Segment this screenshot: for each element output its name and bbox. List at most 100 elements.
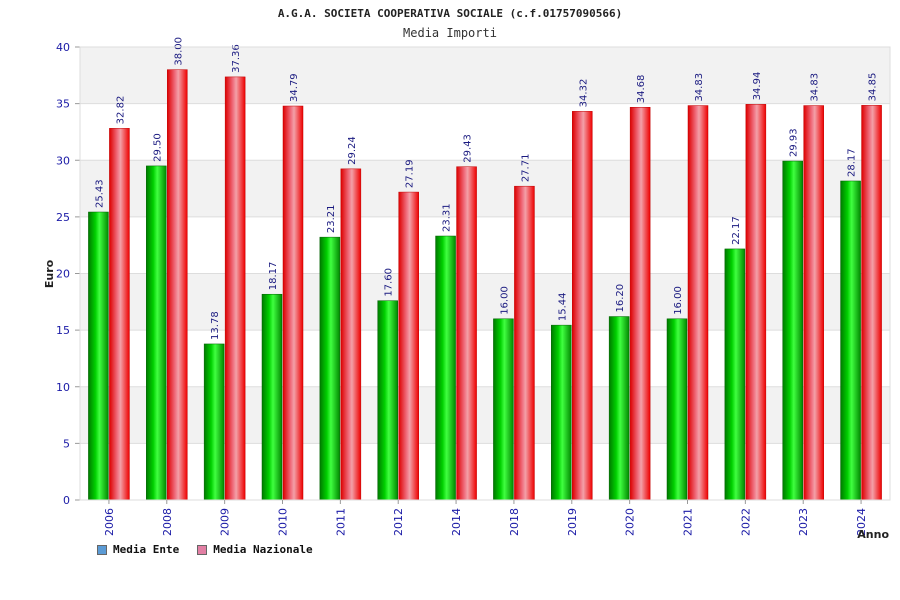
value-label-ente: 15.44 <box>557 293 568 322</box>
value-label-ente: 29.93 <box>789 128 800 157</box>
bar-media-nazionale <box>398 191 419 501</box>
plot-band <box>80 216 890 274</box>
plot-band <box>80 273 890 331</box>
value-label-ente: 25.43 <box>94 179 105 208</box>
value-label-nazionale: 27.19 <box>405 159 416 188</box>
bar-media-nazionale <box>861 105 882 501</box>
value-label-nazionale: 32.82 <box>115 96 126 125</box>
plot-band <box>80 443 890 500</box>
value-label-ente: 23.21 <box>326 205 337 234</box>
legend-swatch-ente <box>97 544 107 555</box>
x-tick-label: 2024 <box>855 508 868 536</box>
value-label-nazionale: 38.00 <box>173 37 184 66</box>
bar-media-ente <box>608 316 630 501</box>
y-tick-label: 10 <box>56 381 70 394</box>
y-tick-label: 15 <box>56 324 70 337</box>
plot-band <box>80 330 890 387</box>
value-label-nazionale: 29.43 <box>463 134 474 163</box>
value-label-ente: 16.00 <box>673 286 684 315</box>
bar-media-nazionale <box>224 76 246 501</box>
bar-media-nazionale <box>687 105 709 501</box>
bar-media-ente <box>782 160 803 501</box>
x-tick-label: 2011 <box>334 508 347 536</box>
value-label-nazionale: 34.83 <box>694 73 705 102</box>
bar-media-nazionale <box>514 185 535 501</box>
value-label-nazionale: 34.85 <box>868 73 879 102</box>
bar-media-nazionale <box>340 168 362 501</box>
value-label-nazionale: 37.36 <box>231 44 242 73</box>
x-tick-label: 2014 <box>450 508 463 536</box>
y-tick-label: 20 <box>56 268 70 281</box>
bar-media-nazionale <box>282 105 304 501</box>
value-label-ente: 13.78 <box>210 311 221 340</box>
plot-band <box>80 386 890 444</box>
bar-media-ente <box>319 236 341 501</box>
bar-media-ente <box>435 235 456 501</box>
value-label-nazionale: 29.24 <box>347 136 358 165</box>
value-label-ente: 28.17 <box>847 148 858 177</box>
x-tick-label: 2008 <box>161 508 174 536</box>
value-label-ente: 17.60 <box>384 268 395 297</box>
x-tick-label: 2018 <box>508 508 521 536</box>
bar-media-nazionale <box>456 166 477 501</box>
x-tick-label: 2012 <box>392 508 405 536</box>
bar-media-ente <box>666 318 688 501</box>
bar-media-nazionale <box>745 104 767 501</box>
plot-band <box>80 103 890 161</box>
x-tick-label: 2009 <box>219 508 232 536</box>
bar-media-nazionale <box>572 111 593 501</box>
x-tick-label: 2019 <box>566 508 579 536</box>
x-tick-label: 2010 <box>277 508 290 536</box>
axes: 0 5 10 15 20 25 30 35 40 2006 2008 2009 2010 2011 2012… <box>56 41 891 536</box>
bar-media-ente <box>493 318 514 501</box>
value-label-nazionale: 34.94 <box>752 72 763 101</box>
legend-swatch-nazionale <box>197 544 208 555</box>
plot-band <box>80 47 890 104</box>
legend-item-nazionale: Media Nazionale <box>197 543 313 556</box>
bar-media-ente <box>377 300 398 501</box>
bar-media-ente <box>261 293 283 501</box>
chart-subtitle: Media Importi <box>403 26 497 40</box>
bar-media-nazionale <box>167 69 188 501</box>
legend-label-ente: Media Ente <box>113 543 180 556</box>
y-tick-label: 35 <box>56 98 70 111</box>
y-tick-label: 30 <box>56 154 70 167</box>
plot-border <box>79 46 891 501</box>
y-tick-label: 40 <box>56 41 70 54</box>
x-tick-label: 2021 <box>682 508 695 536</box>
value-label-ente: 29.50 <box>152 133 163 162</box>
bar-media-ente <box>146 165 167 501</box>
value-label-ente: 23.31 <box>442 203 453 232</box>
value-label-ente: 18.17 <box>268 262 279 291</box>
plot-band <box>80 160 890 217</box>
legend-item-ente: Media Ente <box>97 543 179 556</box>
legend-label-nazionale: Media Nazionale <box>213 543 313 556</box>
bar-media-ente <box>88 211 109 501</box>
x-axis-label: Anno <box>857 528 889 541</box>
value-label-ente: 16.20 <box>615 284 626 313</box>
x-tick-label: 2006 <box>103 508 116 536</box>
value-label-ente: 22.17 <box>731 216 742 245</box>
x-tick-label: 2022 <box>739 508 752 536</box>
x-tick-label: 2020 <box>624 508 637 536</box>
bar-media-nazionale <box>109 128 130 501</box>
value-label-nazionale: 34.83 <box>810 73 821 102</box>
y-tick-label: 5 <box>63 437 70 450</box>
y-tick-label: 25 <box>56 211 70 224</box>
bar-media-ente <box>724 248 746 501</box>
bars <box>88 69 882 501</box>
chart-title: A.G.A. SOCIETA COOPERATIVA SOCIALE (c.f.… <box>278 7 622 20</box>
bar-media-nazionale <box>803 105 824 501</box>
value-label-nazionale: 27.71 <box>520 154 531 183</box>
value-label-ente: 16.00 <box>499 286 510 315</box>
bar-media-ente <box>840 180 861 501</box>
value-label-nazionale: 34.79 <box>289 73 300 102</box>
value-label-nazionale: 34.32 <box>578 79 589 108</box>
x-tick-label: 2023 <box>797 508 810 536</box>
bar-media-ente <box>203 343 225 501</box>
bar-media-ente <box>551 324 572 501</box>
bar-media-nazionale <box>629 106 651 501</box>
legend: Media Ente Media Nazionale <box>97 543 313 556</box>
value-labels: 25.43 32.82 29.50 38.00 13.78 37.36 18.17 34.79… <box>94 37 878 340</box>
value-label-nazionale: 34.68 <box>636 75 647 104</box>
